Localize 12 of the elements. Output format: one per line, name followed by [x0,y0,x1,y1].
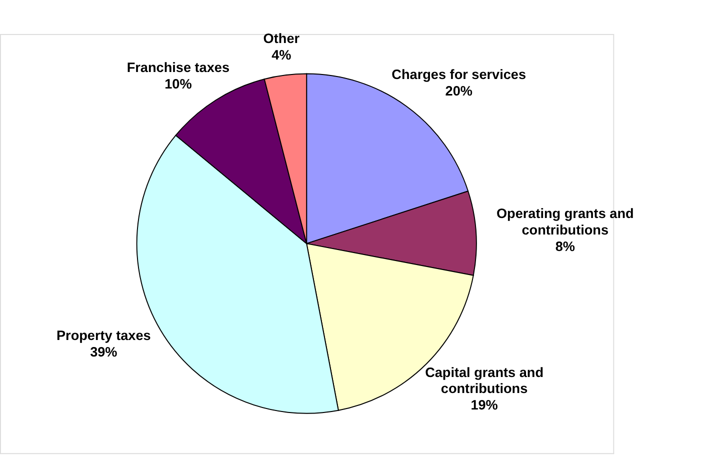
data-label: 10% [164,76,192,92]
data-label: 39% [90,344,118,360]
data-label: 8% [555,239,575,254]
slice-label: Property taxes [56,328,151,343]
slice-label: Capital grants and contributions [425,364,544,396]
data-label: 20% [445,84,472,99]
data-label: 4% [272,47,292,62]
slice-label: Operating grants and contributions [496,206,634,238]
slice-label: Other [263,30,300,46]
slice-label: Franchise taxes [126,60,230,76]
slice-label: Charges for services [392,67,526,82]
data-label: 19% [470,398,498,413]
